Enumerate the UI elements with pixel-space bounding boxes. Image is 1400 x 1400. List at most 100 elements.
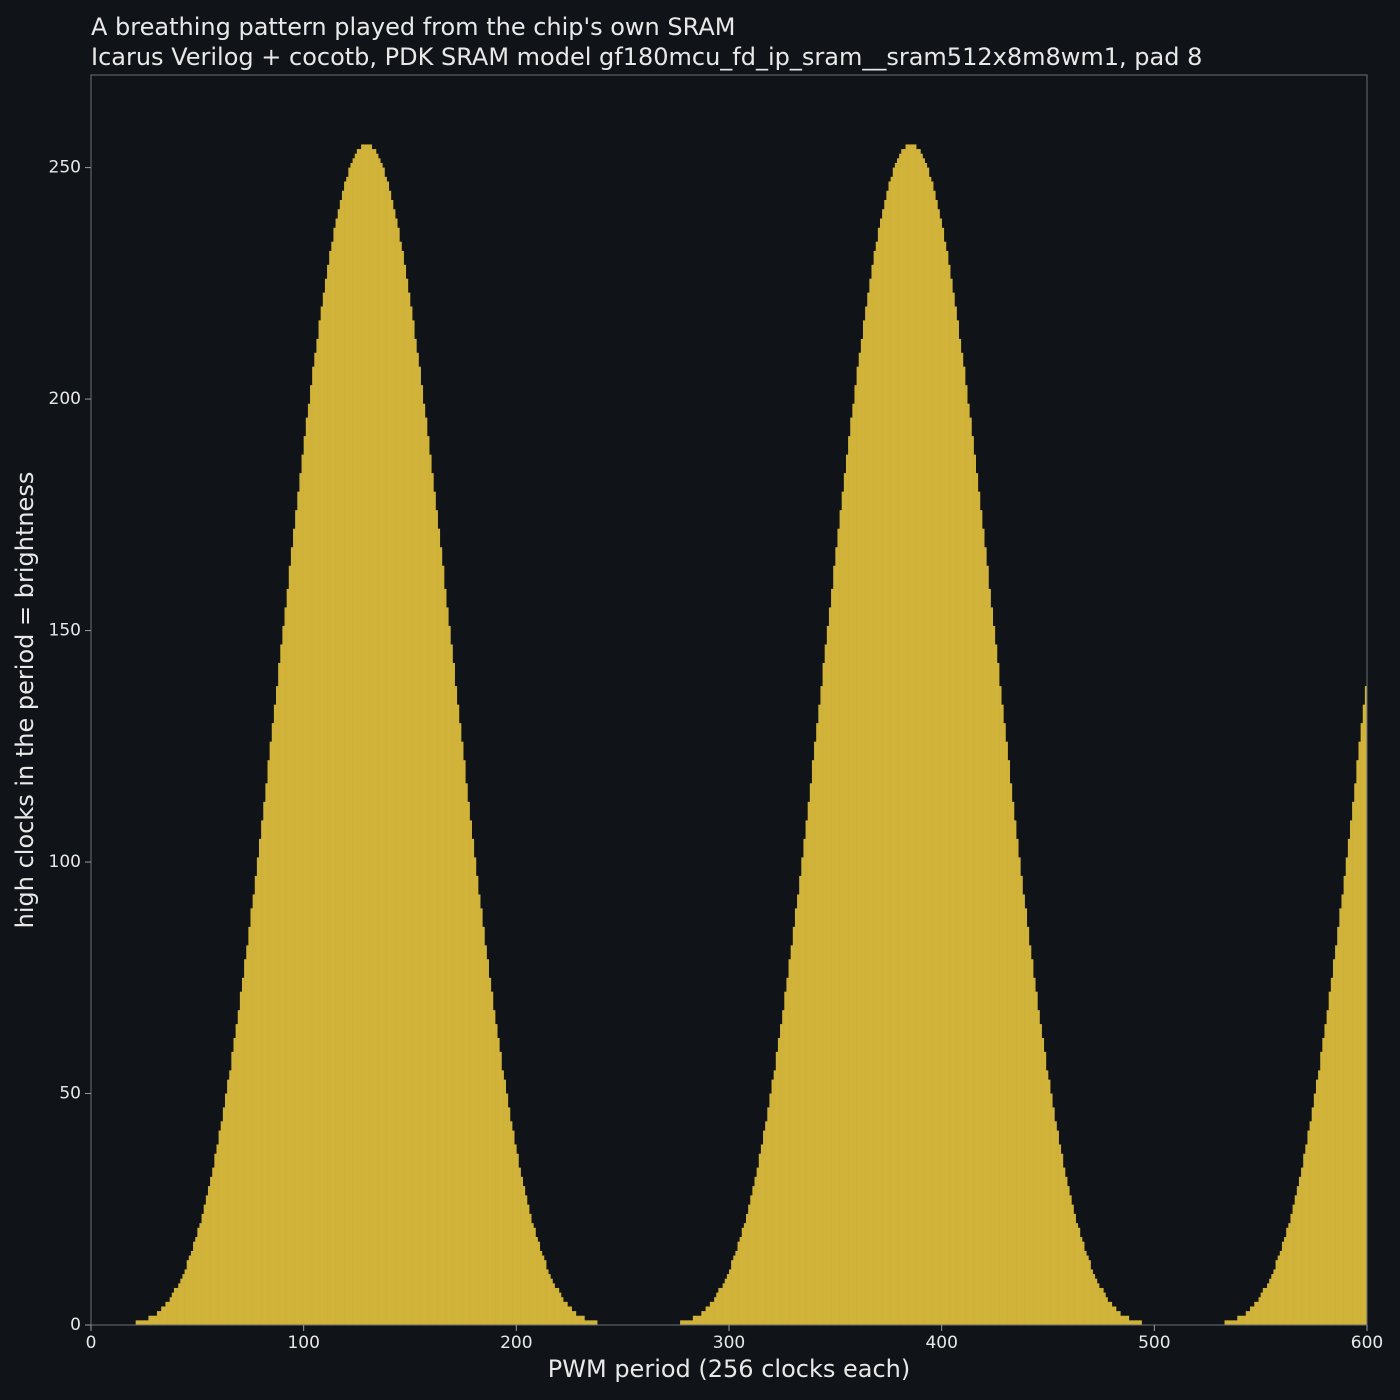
bar	[999, 686, 1002, 1325]
bar	[1045, 1070, 1049, 1325]
bar	[975, 473, 979, 1325]
bar	[680, 1320, 683, 1325]
bar	[446, 607, 449, 1325]
bar	[539, 1250, 543, 1325]
bar	[1324, 1024, 1327, 1325]
bar	[273, 704, 277, 1325]
bar	[714, 1297, 717, 1325]
bar	[522, 1186, 526, 1325]
bar	[244, 959, 247, 1325]
bar	[146, 1320, 149, 1325]
bar	[552, 1283, 555, 1325]
bar	[361, 144, 364, 1325]
bar	[239, 991, 243, 1325]
bar	[807, 801, 811, 1325]
bar	[1352, 801, 1355, 1325]
bar	[850, 417, 853, 1325]
bar	[767, 1107, 770, 1325]
bar	[879, 218, 883, 1325]
bar	[1358, 741, 1361, 1325]
bar	[1079, 1237, 1083, 1325]
bar	[1305, 1144, 1308, 1325]
bar	[739, 1237, 743, 1325]
bar	[1009, 783, 1013, 1325]
bar	[1130, 1320, 1134, 1325]
y-tick-label: 50	[59, 1084, 81, 1104]
bar	[186, 1260, 190, 1325]
bar	[1239, 1315, 1242, 1325]
bar	[801, 857, 804, 1325]
bar	[869, 278, 872, 1325]
bar	[137, 1320, 141, 1325]
bar	[1315, 1079, 1319, 1325]
bar	[886, 190, 889, 1326]
bar	[1124, 1315, 1127, 1325]
bar	[324, 278, 328, 1325]
bar	[990, 607, 994, 1325]
bar	[1090, 1269, 1093, 1325]
bar	[841, 491, 845, 1326]
bar	[1065, 1176, 1068, 1325]
bar	[1107, 1301, 1110, 1325]
bar	[1007, 760, 1011, 1325]
bar	[431, 473, 434, 1325]
bar	[418, 366, 421, 1326]
bar	[420, 385, 424, 1325]
bar	[156, 1311, 160, 1325]
bar	[367, 144, 370, 1325]
bar	[254, 875, 258, 1325]
bar	[967, 403, 970, 1325]
bar	[229, 1070, 232, 1325]
bar	[461, 741, 464, 1325]
bar	[1360, 723, 1364, 1325]
bar	[467, 801, 470, 1325]
bar	[212, 1167, 215, 1325]
bar	[288, 565, 292, 1325]
bar	[516, 1153, 519, 1325]
bar	[135, 1320, 139, 1325]
bar	[1296, 1186, 1300, 1325]
bar	[401, 250, 404, 1326]
bar	[465, 783, 468, 1325]
bar	[907, 144, 911, 1325]
bar	[437, 528, 441, 1325]
bar	[1339, 908, 1342, 1325]
x-tick-label: 400	[925, 1333, 957, 1353]
bar	[1309, 1121, 1313, 1325]
bar	[412, 320, 415, 1325]
bar	[1349, 820, 1353, 1325]
bar	[954, 306, 957, 1326]
bar	[305, 417, 309, 1325]
bar	[948, 264, 951, 1325]
bar	[1273, 1269, 1276, 1325]
bar	[1277, 1255, 1281, 1325]
bar	[931, 181, 934, 1326]
bar	[488, 977, 492, 1325]
bar	[469, 820, 472, 1325]
bar	[222, 1107, 226, 1325]
bar	[711, 1301, 715, 1325]
bar	[756, 1167, 760, 1325]
bar	[582, 1315, 585, 1325]
bar	[833, 565, 836, 1325]
bar	[684, 1320, 687, 1325]
bar	[475, 875, 479, 1325]
bar	[565, 1301, 568, 1325]
bar	[1228, 1320, 1232, 1325]
bar	[1241, 1315, 1244, 1325]
bar	[809, 783, 813, 1325]
bar	[824, 644, 828, 1325]
y-tick-label: 150	[49, 621, 81, 641]
bar	[248, 926, 251, 1325]
bar	[1311, 1107, 1315, 1325]
bar	[884, 200, 887, 1325]
bar	[390, 200, 394, 1325]
bar	[293, 528, 296, 1325]
bar	[335, 218, 338, 1325]
bar	[1135, 1320, 1138, 1325]
bar	[395, 218, 398, 1325]
bar	[758, 1153, 762, 1325]
bar	[818, 704, 821, 1325]
bar	[709, 1301, 713, 1325]
